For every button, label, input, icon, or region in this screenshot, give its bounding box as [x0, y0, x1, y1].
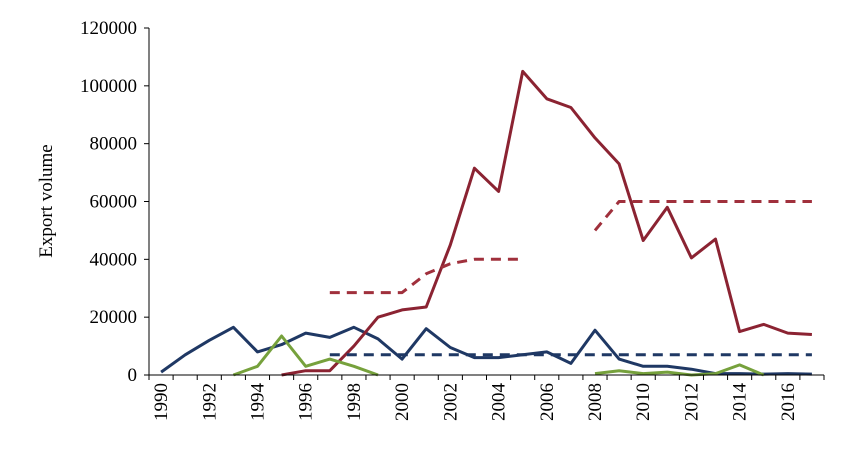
x-tick-label: 1996 [296, 383, 317, 421]
plot-lines [160, 69, 812, 377]
x-tick-label: 2010 [633, 383, 654, 421]
x-tick-label: 2004 [489, 383, 510, 422]
x-tick-label: 1994 [247, 383, 268, 422]
x-tick-label: 2006 [537, 383, 558, 421]
y-tick-label: 20000 [90, 307, 138, 328]
y-tick-label: 40000 [90, 249, 138, 270]
y-axis-title: Export volume [36, 144, 57, 257]
y-axis-ticks: 0 20000 40000 60000 80000 100000 120000 [80, 18, 149, 386]
series-line-3 [232, 334, 765, 377]
series-line-2 [281, 69, 812, 377]
y-tick-label: 120000 [80, 18, 137, 39]
x-tick-label: 2002 [440, 383, 461, 421]
x-tick-label: 1998 [344, 383, 365, 421]
y-tick-label: 100000 [80, 76, 137, 97]
y-tick-label: 80000 [90, 134, 138, 155]
x-tick-label: 2000 [392, 383, 413, 421]
y-tick-label: 0 [128, 365, 138, 386]
y-tick-label: 60000 [90, 192, 138, 213]
series-line-5-dashed [329, 200, 812, 295]
x-tick-label: 2008 [585, 383, 606, 421]
x-tick-label: 2014 [730, 383, 751, 422]
x-axis-ticks: 1990 1992 1994 1996 1998 2000 2002 2004 2006 2008… [148, 375, 825, 422]
x-tick-label: 1990 [151, 383, 172, 421]
x-tick-label: 1992 [199, 383, 220, 421]
x-tick-label: 2012 [681, 383, 702, 421]
x-tick-label: 2016 [778, 383, 799, 421]
series-line-1 [160, 325, 812, 376]
